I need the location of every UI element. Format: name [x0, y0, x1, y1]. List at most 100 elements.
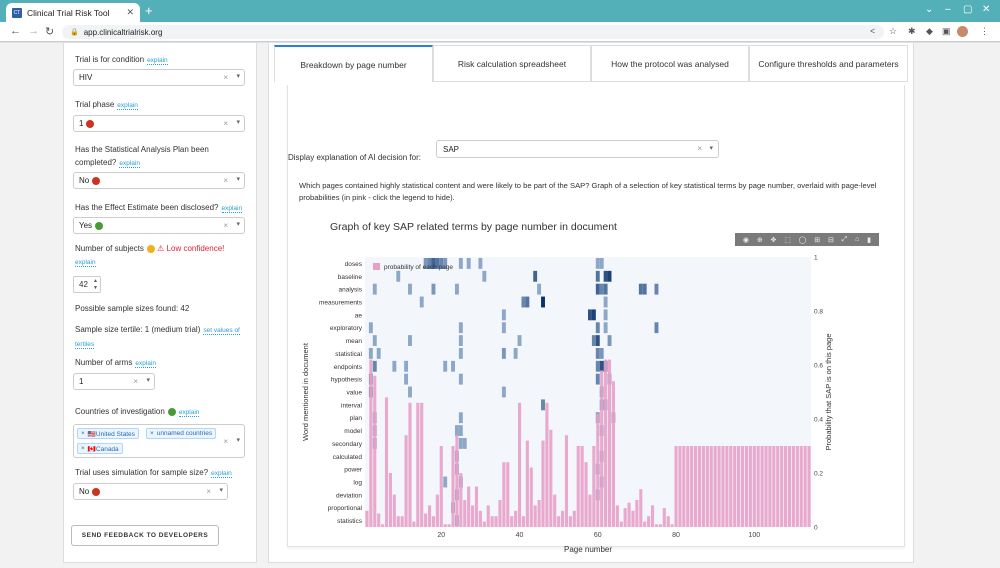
arms-select[interactable]: 1 × ▾ [73, 373, 155, 390]
chevron-down-icon[interactable]: ▾ [219, 487, 223, 494]
maximize-icon[interactable]: ▢ [963, 4, 973, 15]
clear-icon[interactable]: × [697, 144, 702, 153]
chevron-down-icon[interactable]: ▾ [146, 377, 150, 384]
explain-link[interactable]: explain [221, 205, 243, 213]
sap-select[interactable]: No × ▾ [73, 172, 245, 189]
probability-bar [733, 446, 737, 527]
avatar[interactable] [957, 26, 968, 37]
chevron-down-icon[interactable]: ▾ [236, 73, 240, 80]
explain-link[interactable]: explain [75, 259, 96, 267]
simulation-select[interactable]: No × ▾ [73, 483, 228, 500]
heatmap-cell [517, 335, 522, 346]
pan-icon[interactable]: ✥ [770, 236, 777, 244]
probability-bar [713, 446, 717, 527]
close-tab-icon[interactable]: ✕ [126, 7, 134, 17]
tab-breakdown[interactable]: Breakdown by page number [274, 45, 433, 82]
probability-bar [478, 510, 482, 527]
chevron-down-icon[interactable]: ▾ [709, 145, 713, 152]
home-icon[interactable]: ⌂ [855, 236, 860, 243]
clear-icon[interactable]: × [223, 73, 228, 82]
lasso-icon[interactable]: ◯ [798, 236, 807, 244]
share-icon[interactable]: < [870, 26, 876, 36]
country-chip[interactable]: × 🇺🇸United States [77, 428, 139, 439]
chevron-down-icon[interactable]: ▾ [236, 176, 240, 183]
country-chip[interactable]: × unnamed countries [146, 428, 217, 439]
heatmap-cell [654, 283, 659, 295]
probability-bar [744, 446, 749, 527]
menu-icon[interactable]: ⋮ [980, 26, 989, 36]
send-feedback-button[interactable]: SEND FEEDBACK TO DEVELOPERS [71, 525, 219, 546]
remove-chip-icon[interactable]: × [81, 445, 85, 452]
probability-bar [784, 446, 788, 527]
heatmap-cell [408, 386, 412, 398]
zoom-out-icon[interactable]: ⊟ [827, 236, 834, 244]
clear-icon[interactable]: × [223, 221, 228, 230]
tab-how-analysed[interactable]: How the protocol was analysed [591, 45, 749, 82]
minimize-icon[interactable]: – [945, 4, 951, 15]
explain-link[interactable]: explain [178, 409, 200, 417]
clear-icon[interactable]: × [223, 437, 228, 446]
explain-link[interactable]: explain [211, 470, 232, 478]
zoom-icon[interactable]: ⊕ [756, 236, 763, 244]
heatmap-cell [423, 258, 428, 269]
puzzle-icon[interactable]: ◆ [926, 26, 933, 36]
chevron-down-icon[interactable]: ⌄ [925, 4, 934, 15]
heatmap-cell [537, 283, 542, 295]
condition-select[interactable]: HIV × ▾ [73, 69, 245, 86]
clear-icon[interactable]: × [223, 176, 228, 185]
stepper-icon[interactable]: ▲ ▼ [93, 278, 98, 291]
countries-multiselect[interactable]: × 🇺🇸United States × unnamed countries × 🇨🇦C… [73, 424, 245, 458]
explain-link[interactable]: explain [147, 57, 168, 65]
country-chip[interactable]: × 🇨🇦Canada [77, 443, 123, 454]
box-select-icon[interactable]: ⬚ [784, 236, 791, 244]
phase-select[interactable]: 1 × ▾ [73, 115, 245, 132]
remove-chip-icon[interactable]: × [81, 430, 85, 437]
effect-select[interactable]: Yes × ▾ [73, 217, 245, 234]
chevron-down-icon[interactable]: ▾ [236, 119, 240, 126]
forward-icon[interactable]: → [28, 25, 39, 37]
tertile-link[interactable]: set values of [203, 327, 240, 335]
camera-icon[interactable]: ◉ [742, 236, 750, 244]
bookmark-star-icon[interactable]: ☆ [889, 26, 898, 36]
possible-sizes-text: Possible sample sizes found: 42 [75, 304, 190, 313]
probability-bar [588, 494, 592, 527]
decision-select[interactable]: SAP × ▾ [436, 140, 719, 158]
back-icon[interactable]: ← [10, 25, 21, 37]
tab-configure[interactable]: Configure thresholds and parameters [749, 45, 908, 82]
clear-icon[interactable]: × [223, 119, 228, 128]
extension-icon[interactable]: ✱ [908, 26, 916, 36]
url-bar[interactable]: 🔒 app.clinicaltrialrisk.org [62, 25, 884, 39]
y2-tick-label: 0.4 [814, 417, 823, 424]
y-tick-label: mean [346, 338, 363, 345]
probability-bar [697, 446, 702, 527]
heatmap-cell [431, 258, 436, 269]
tertile-link[interactable]: tertiles [75, 341, 95, 349]
probability-bar [420, 402, 424, 527]
close-window-icon[interactable]: ✕ [982, 4, 991, 15]
new-tab-icon[interactable]: + [145, 3, 153, 18]
clear-icon[interactable]: × [206, 487, 211, 496]
probability-bar [498, 500, 502, 527]
reload-icon[interactable]: ↻ [45, 26, 55, 38]
browser-tab[interactable]: CT Clinical Trial Risk Tool ✕ [6, 3, 140, 22]
probability-bar [604, 359, 608, 527]
tab-risk-spreadsheet[interactable]: Risk calculation spreadsheet [433, 45, 591, 82]
explain-link[interactable]: explain [117, 102, 138, 110]
heatmap-cell [501, 309, 506, 321]
probability-bar [760, 446, 764, 527]
probability-bar [396, 516, 400, 527]
y-tick-label: interval [341, 402, 363, 409]
chevron-down-icon[interactable]: ▾ [236, 437, 240, 444]
remove-chip-icon[interactable]: × [150, 430, 154, 437]
heatmap-cell [408, 283, 412, 295]
chevron-down-icon[interactable]: ▾ [236, 221, 240, 228]
clear-icon[interactable]: × [133, 377, 138, 386]
plotly-logo-icon[interactable]: ▮ [867, 236, 871, 244]
explain-link[interactable]: explain [119, 160, 140, 168]
autoscale-icon[interactable]: ⤢ [841, 235, 848, 243]
sidepanel-icon[interactable]: ▣ [942, 26, 951, 36]
y-tick-label: hypothesis [331, 377, 363, 384]
subjects-input[interactable]: 42 ▲ ▼ [73, 276, 101, 293]
zoom-in-icon[interactable]: ⊞ [814, 236, 821, 244]
explain-link[interactable]: explain [135, 360, 156, 368]
